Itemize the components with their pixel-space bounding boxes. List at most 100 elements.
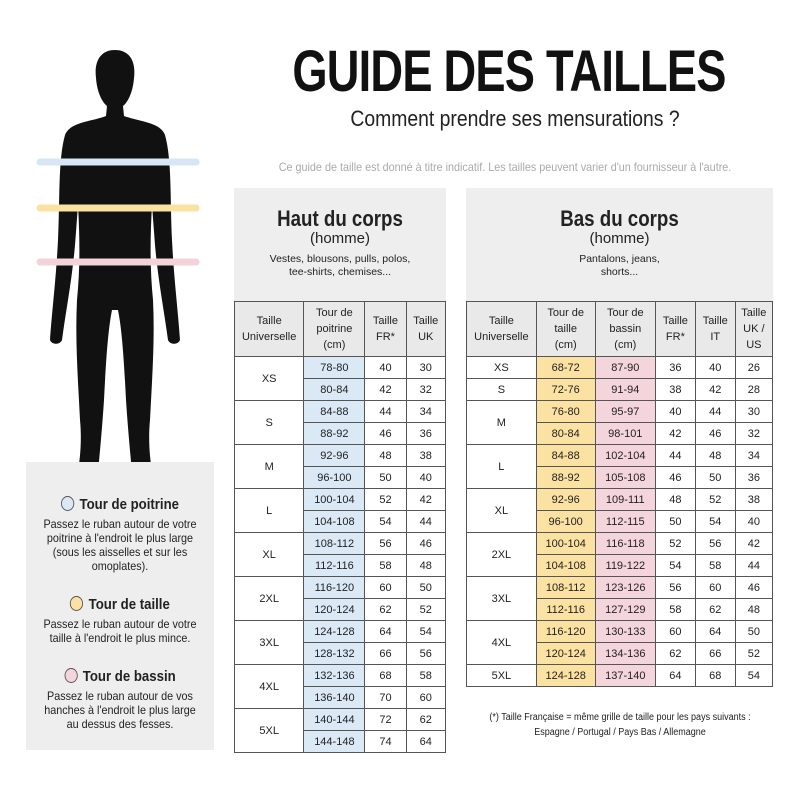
value-cell: 124-128	[303, 620, 366, 643]
value-cell: 108-112	[303, 532, 366, 555]
row: 136-140 70 60	[235, 686, 447, 709]
value-cell: 50	[364, 466, 407, 489]
value-cell: 40	[405, 466, 447, 489]
measure-text: Passez le ruban autour de vos hanches à …	[44, 689, 196, 731]
value-cell: 144-148	[303, 730, 366, 753]
value-cell: 40	[694, 356, 736, 379]
measure-title: Tour de bassin	[37, 668, 202, 685]
value-cell: 109-111	[594, 488, 656, 511]
size-cell: S	[466, 378, 537, 401]
header-cell: Taille IT	[694, 301, 736, 357]
size-cell: 5XL	[233, 708, 305, 753]
size-cell: 5XL	[466, 664, 537, 687]
row: 80-84 98-101 42 46 32	[467, 422, 774, 445]
value-cell: 50	[654, 510, 696, 533]
header-cell: Taille Universelle	[466, 301, 537, 357]
value-cell: 54	[364, 510, 407, 533]
header-cell: Taille UK / US	[734, 301, 774, 357]
row: 144-148 74 64	[235, 730, 447, 753]
value-cell: 68	[694, 664, 736, 687]
value-cell: 44	[364, 400, 407, 423]
value-cell: 80-84	[535, 422, 596, 445]
bottom-title: Bas du corps	[560, 206, 679, 231]
size-cell: 4XL	[233, 664, 305, 709]
value-cell: 87-90	[594, 356, 656, 379]
value-cell: 48	[694, 444, 736, 467]
size-cell: M	[233, 444, 305, 489]
value-cell: 36	[654, 356, 696, 379]
value-cell: 44	[694, 400, 736, 423]
footnote-line: Espagne / Portugal / Pays Bas / Allemagn…	[534, 727, 706, 738]
bottom-table: Taille Universelle Tour de taille (cm) Tou…	[466, 301, 774, 687]
row: 120-124 62 52	[235, 598, 447, 621]
value-cell: 50	[405, 576, 447, 599]
footnote-line: (*) Taille Française = même grille de ta…	[489, 712, 751, 723]
value-cell: 98-101	[594, 422, 656, 445]
value-cell: 104-108	[303, 510, 366, 533]
value-cell: 48	[654, 488, 696, 511]
size-cell: S	[233, 400, 305, 445]
value-cell: 64	[654, 664, 696, 687]
value-cell: 72	[364, 708, 407, 731]
size-cell: XL	[466, 488, 537, 533]
value-cell: 70	[364, 686, 407, 709]
value-cell: 140-144	[303, 708, 366, 731]
value-cell: 64	[694, 620, 736, 643]
row: S 84-88 44 34	[233, 400, 447, 445]
value-cell: 62	[654, 642, 696, 665]
top-panel	[234, 188, 446, 301]
size-cell: 2XL	[466, 532, 537, 577]
value-cell: 66	[694, 642, 736, 665]
title: GUIDE DES TAILLES	[292, 39, 726, 104]
measure-icon	[64, 668, 78, 683]
row: 88-92 105-108 46 50 36	[467, 466, 774, 489]
header-cell: Taille Universelle	[233, 301, 305, 357]
value-cell: 48	[364, 444, 407, 467]
header-cell: Taille FR*	[654, 301, 696, 357]
row: 5XL 124-128 137-140 64 68 54	[466, 664, 774, 687]
value-cell: 38	[405, 444, 447, 467]
value-cell: 62	[405, 708, 447, 731]
value-cell: 46	[654, 466, 696, 489]
measure-icon	[61, 496, 75, 511]
value-cell: 38	[734, 488, 774, 511]
value-cell: 66	[364, 642, 407, 665]
size-cell: XS	[233, 356, 305, 401]
value-cell: 64	[364, 620, 407, 643]
size-cell: L	[233, 488, 305, 533]
value-cell: 134-136	[594, 642, 656, 665]
value-cell: 132-136	[303, 664, 366, 687]
value-cell: 30	[405, 356, 447, 379]
value-cell: 80-84	[303, 378, 366, 401]
value-cell: 84-88	[535, 444, 596, 467]
measure-text: Passez le ruban autour de votre taille à…	[43, 617, 197, 645]
measure-icon	[70, 596, 84, 611]
footnote: (*) Taille Française = même grille de ta…	[485, 710, 755, 740]
row: 112-116 58 48	[235, 554, 447, 577]
value-cell: 100-104	[303, 488, 366, 511]
size-cell: 2XL	[233, 576, 305, 621]
measure-text: Passez le ruban autour de votre poitrine…	[43, 517, 197, 573]
value-cell: 88-92	[535, 466, 596, 489]
value-cell: 50	[734, 620, 774, 643]
value-cell: 52	[694, 488, 736, 511]
value-cell: 92-96	[303, 444, 366, 467]
header-cell: Taille UK	[405, 301, 447, 357]
bottom-description: Pantalons, jeans, shorts...	[579, 253, 660, 278]
value-cell: 60	[654, 620, 696, 643]
measure-panel	[26, 462, 214, 750]
value-cell: 28	[734, 378, 774, 401]
value-cell: 58	[405, 664, 447, 687]
value-cell: 123-126	[594, 576, 656, 599]
measure-title-text: Tour de bassin	[82, 668, 176, 685]
measure-title-text: Tour de taille	[88, 596, 170, 613]
header-row: Taille Universelle Tour de poitrine (cm) T…	[233, 301, 447, 357]
value-cell: 44	[405, 510, 447, 533]
header-row: Taille Universelle Tour de taille (cm) Tou…	[466, 301, 774, 357]
value-cell: 42	[694, 378, 736, 401]
value-cell: 120-124	[303, 598, 366, 621]
value-cell: 102-104	[594, 444, 656, 467]
value-cell: 68-72	[535, 356, 596, 379]
measure-title: Tour de taille	[37, 596, 202, 613]
